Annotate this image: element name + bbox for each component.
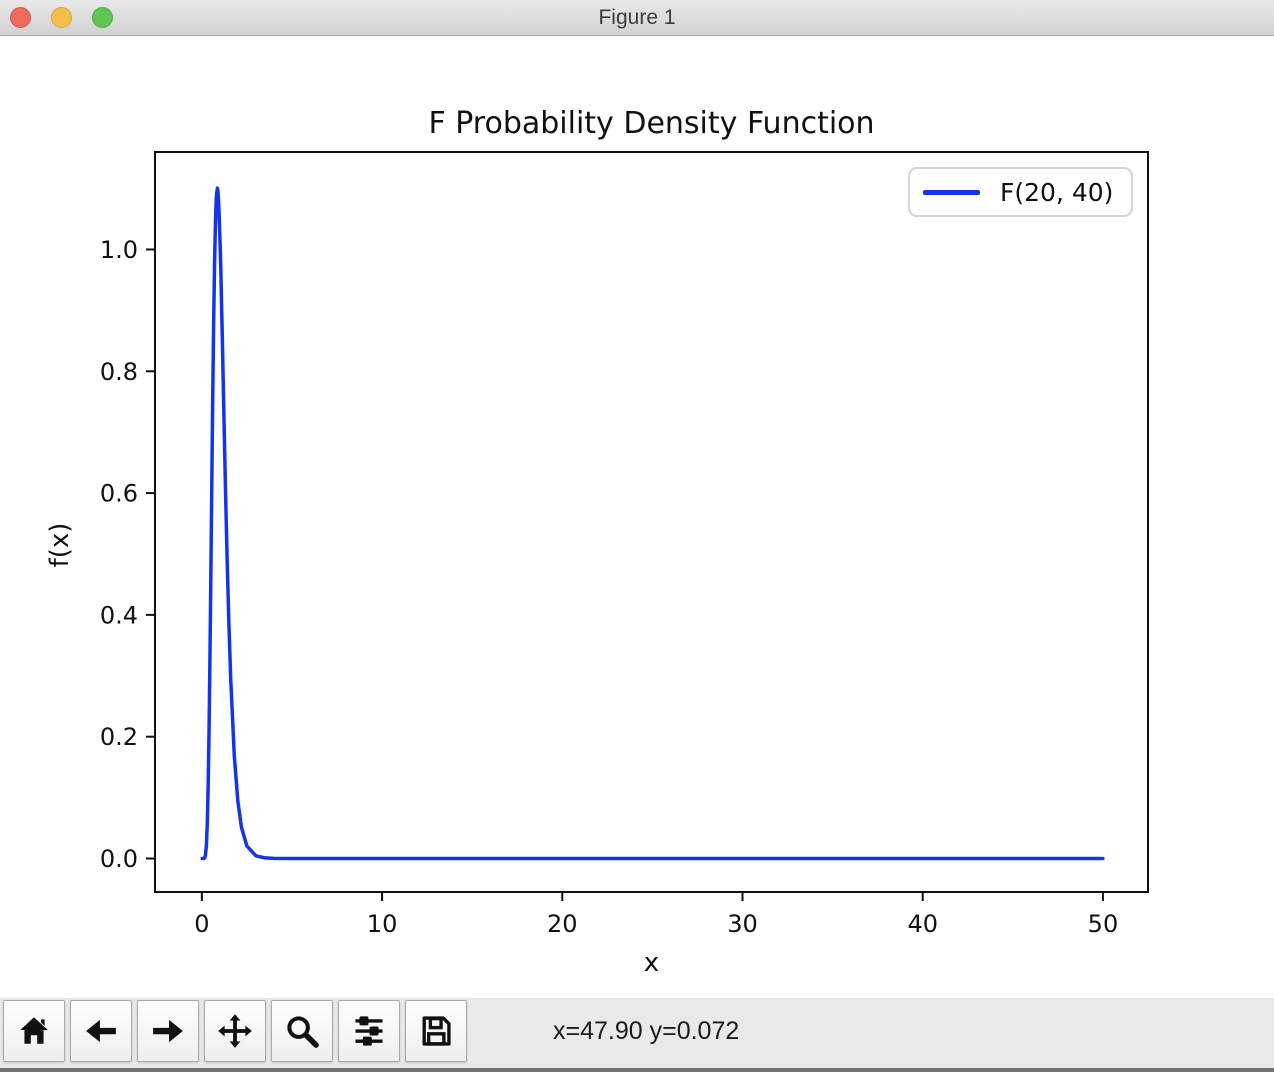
x-tick-label: 0 <box>194 910 209 938</box>
arrow-right-icon <box>153 1019 183 1043</box>
y-tick-label: 1.0 <box>100 236 138 264</box>
legend: F(20, 40) <box>908 167 1133 217</box>
arrow-left-icon <box>86 1019 116 1043</box>
y-tick-label: 0.4 <box>100 601 138 629</box>
traffic-lights <box>0 7 113 28</box>
y-tick-label: 0.0 <box>100 845 138 873</box>
titlebar: Figure 1 <box>0 0 1274 36</box>
y-tick-label: 0.2 <box>100 723 138 751</box>
floppy-disk-icon <box>422 1016 451 1046</box>
legend-label: F(20, 40) <box>1000 177 1114 207</box>
x-tick-label: 40 <box>907 910 938 938</box>
x-axis-label: x <box>643 948 660 978</box>
legend-line-swatch <box>923 189 980 195</box>
move-arrows-icon <box>218 1014 252 1048</box>
chart-title: F Probability Density Function <box>428 106 875 141</box>
back-button[interactable] <box>70 1000 132 1062</box>
x-tick-label: 50 <box>1088 910 1119 938</box>
window-title: Figure 1 <box>598 6 676 29</box>
magnifier-icon <box>287 1016 319 1048</box>
configure-subplots-button[interactable] <box>338 1000 400 1062</box>
axes-frame <box>154 151 1149 893</box>
minimize-button[interactable] <box>51 7 72 28</box>
cursor-position-status: x=47.90 y=0.072 <box>553 1017 740 1045</box>
zoom-button[interactable] <box>271 1000 333 1062</box>
pan-button[interactable] <box>204 1000 266 1062</box>
plot-svg: 0 10 20 30 40 50 0.0 0.2 0.4 0.6 0.8 1.0 <box>100 151 1149 938</box>
home-icon <box>20 1017 48 1044</box>
fullscreen-button[interactable] <box>92 7 113 28</box>
y-tick-label: 0.6 <box>100 480 138 508</box>
figure-canvas[interactable]: 0 10 20 30 40 50 0.0 0.2 0.4 0.6 0.8 1.0 F Probabil… <box>0 36 1274 998</box>
forward-button[interactable] <box>137 1000 199 1062</box>
x-tick-label: 20 <box>547 910 578 938</box>
pdf-curve <box>200 186 1105 861</box>
home-button[interactable] <box>3 1000 65 1062</box>
navigation-toolbar: x=47.90 y=0.072 <box>0 998 1274 1068</box>
close-button[interactable] <box>10 7 31 28</box>
save-button[interactable] <box>405 1000 467 1062</box>
x-tick-label: 30 <box>727 910 758 938</box>
y-tick-label: 0.8 <box>100 358 138 386</box>
sliders-icon <box>355 1016 383 1046</box>
y-axis-label: f(x) <box>45 522 75 568</box>
x-tick-label: 10 <box>367 910 398 938</box>
